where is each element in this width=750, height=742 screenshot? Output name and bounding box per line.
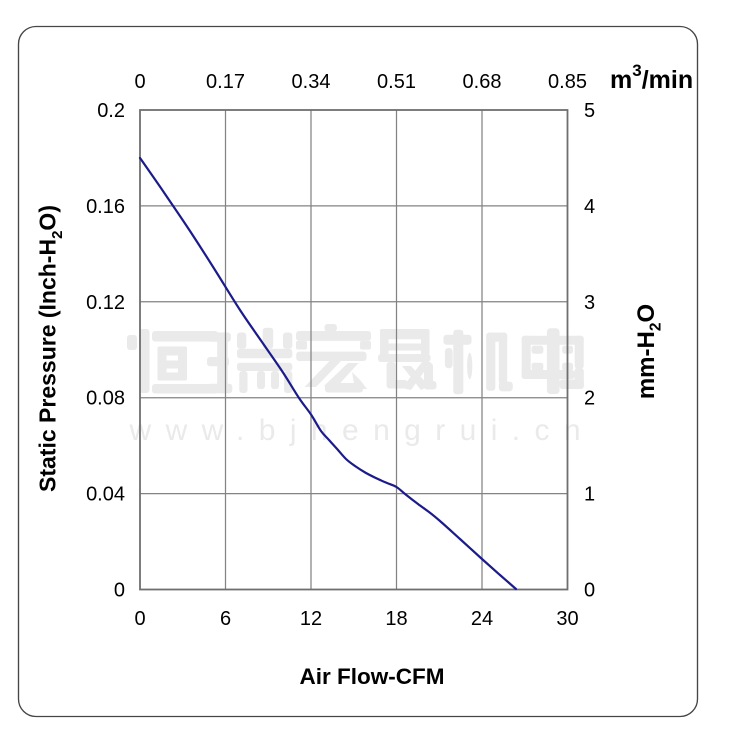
- svg-text:3: 3: [584, 292, 595, 314]
- svg-text:18: 18: [385, 608, 407, 630]
- svg-text:1: 1: [584, 484, 595, 506]
- svg-text:0.04: 0.04: [86, 484, 125, 506]
- svg-text:0.08: 0.08: [86, 388, 125, 410]
- svg-text:0: 0: [134, 71, 145, 93]
- svg-text:0.34: 0.34: [292, 71, 331, 93]
- svg-text:Air Flow-CFM: Air Flow-CFM: [300, 664, 445, 689]
- svg-text:0.12: 0.12: [86, 292, 125, 314]
- svg-text:30: 30: [556, 608, 578, 630]
- svg-text:mm-H2O: mm-H2O: [633, 304, 665, 399]
- svg-text:6: 6: [220, 608, 231, 630]
- svg-text:0.16: 0.16: [86, 196, 125, 218]
- svg-text:0: 0: [114, 580, 125, 602]
- svg-text:0.2: 0.2: [97, 100, 125, 122]
- svg-text:12: 12: [300, 608, 322, 630]
- svg-text:m3/min: m3/min: [610, 61, 693, 94]
- svg-text:0.68: 0.68: [463, 71, 502, 93]
- svg-text:0: 0: [584, 580, 595, 602]
- svg-text:www.bjhengrui.cn: www.bjhengrui.cn: [129, 414, 596, 447]
- svg-text:2: 2: [584, 388, 595, 410]
- svg-text:4: 4: [584, 196, 595, 218]
- svg-text:0.85: 0.85: [548, 71, 587, 93]
- svg-text:0.17: 0.17: [206, 71, 245, 93]
- svg-text:0.51: 0.51: [377, 71, 416, 93]
- svg-text:0: 0: [134, 608, 145, 630]
- svg-text:24: 24: [471, 608, 493, 630]
- svg-text:5: 5: [584, 100, 595, 122]
